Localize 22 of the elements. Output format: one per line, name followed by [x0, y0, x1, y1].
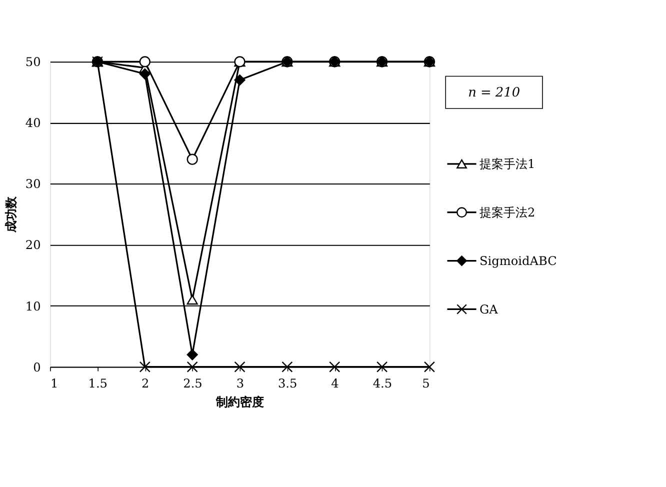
y-tick-label: 30: [25, 177, 41, 192]
x-tick-label: 1: [50, 376, 58, 390]
legend-label: 提案手法1: [480, 156, 536, 171]
y-tick-label: 20: [25, 238, 41, 252]
y-tick-label: 10: [25, 299, 41, 314]
x-tick-label: 2.5: [183, 376, 202, 390]
y-axis-title: 成功数: [4, 196, 18, 234]
legend-label: 提案手法2: [480, 205, 536, 220]
y-tick-label: 50: [25, 55, 41, 70]
x-tick-label: 3.5: [278, 376, 298, 390]
y-tick-label: 40: [25, 116, 41, 130]
legend-label: GA: [480, 302, 498, 316]
x-tick-label: 4.5: [372, 376, 392, 390]
x-tick-label: 5: [422, 376, 430, 390]
x-tick-label: 2: [141, 376, 150, 390]
x-axis-title: 制約密度: [215, 395, 264, 410]
legend-label: SigmoidABC: [480, 254, 557, 268]
y-tick-label: 0: [33, 360, 41, 374]
x-tick-label: 1.5: [88, 376, 108, 390]
x-tick-label: 3: [236, 376, 244, 390]
x-tick-label: 4: [331, 376, 340, 390]
text: n = 210: [468, 85, 520, 100]
